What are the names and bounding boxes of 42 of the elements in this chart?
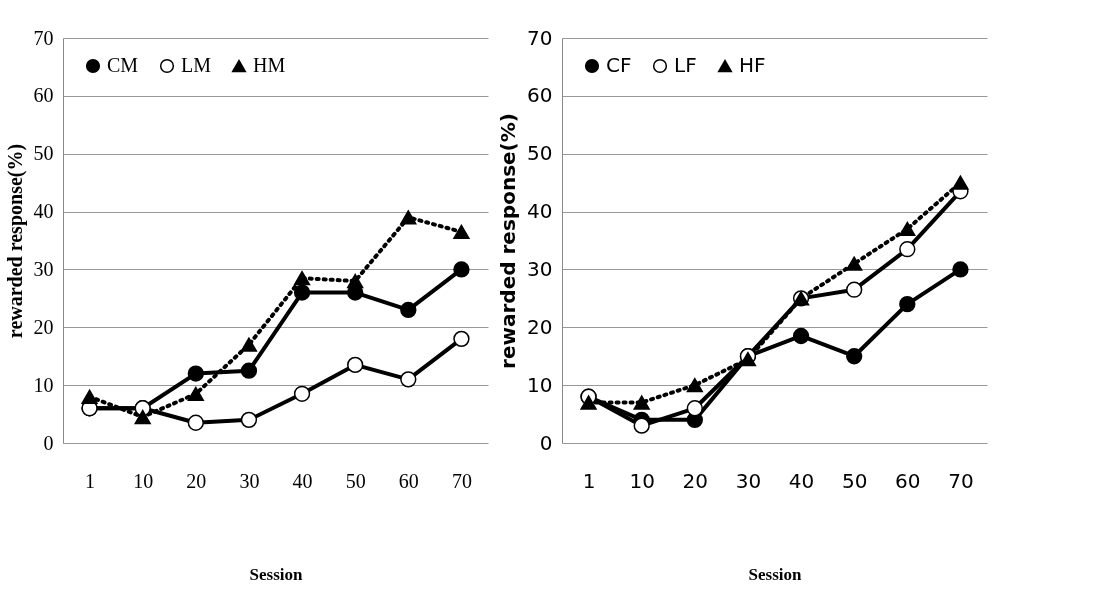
y-tick-label: 70 [527, 25, 553, 50]
x-tick-label: 10 [629, 468, 655, 493]
y-tick-label: 10 [33, 373, 54, 396]
y-tick-label: 40 [33, 200, 54, 223]
y-tick-label: 10 [527, 372, 553, 397]
y-tick-label: 30 [33, 257, 54, 280]
x-tick-label: 20 [682, 468, 709, 493]
x-tick-label: 70 [451, 469, 472, 492]
x-axis-title: Session [748, 564, 802, 584]
x-tick-label: 20 [186, 469, 207, 492]
x-axis-title: Session [249, 564, 303, 584]
y-axis-title: rewarded response(%) [3, 143, 27, 339]
x-tick-label: 40 [788, 468, 815, 493]
y-tick-label: 60 [527, 83, 553, 108]
x-tick-label: 70 [948, 468, 974, 493]
y-tick-label: 20 [33, 315, 54, 338]
x-tick-label: 40 [292, 469, 313, 492]
x-tick-label: 10 [133, 469, 154, 492]
x-tick-label: 50 [345, 469, 366, 492]
y-tick-label: 20 [527, 314, 553, 339]
legend-label: LM [181, 54, 212, 76]
y-tick-label: 30 [527, 256, 553, 281]
y-tick-label: 0 [539, 430, 553, 455]
y-tick-label: 50 [33, 142, 54, 165]
x-tick-label: 1 [582, 468, 596, 493]
legend-label: HF [739, 53, 766, 77]
x-tick-label: 30 [735, 468, 762, 493]
x-tick-label: 1 [85, 469, 96, 492]
legend-label: LF [674, 53, 697, 77]
x-tick-label: 60 [398, 469, 419, 492]
y-tick-label: 0 [43, 431, 54, 454]
legend-label: CF [606, 53, 632, 77]
legend-label: HM [253, 54, 286, 76]
x-tick-label: 60 [895, 468, 921, 493]
legend-label: CM [107, 54, 139, 76]
y-tick-label: 40 [527, 199, 553, 224]
x-tick-label: 50 [841, 468, 868, 493]
y-axis-title: rewarded response(%) [496, 113, 521, 369]
y-tick-label: 50 [527, 141, 553, 166]
y-tick-label: 60 [33, 84, 54, 107]
x-tick-label: 30 [239, 469, 260, 492]
y-tick-label: 70 [33, 26, 54, 49]
